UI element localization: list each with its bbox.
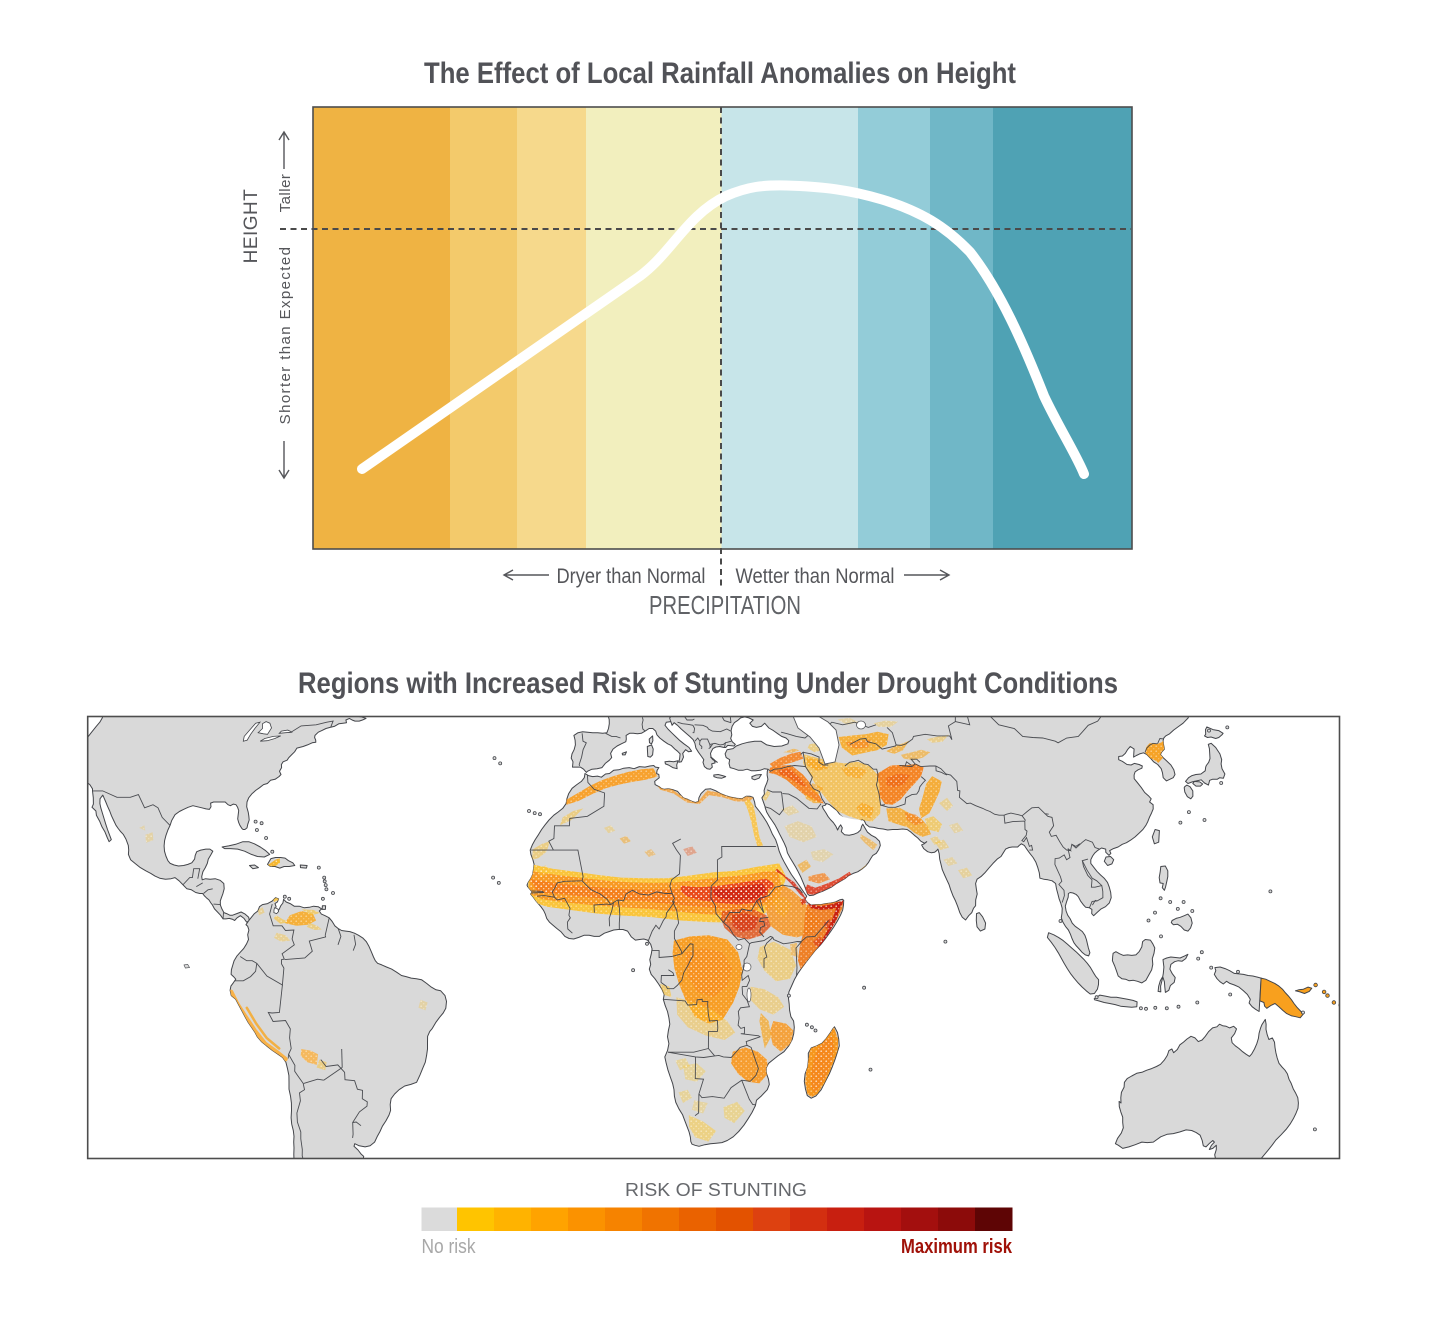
svg-text:PRECIPITATION: PRECIPITATION — [649, 590, 801, 620]
svg-text:HEIGHT: HEIGHT — [241, 189, 262, 264]
svg-text:No risk: No risk — [422, 1236, 477, 1258]
svg-text:Shorter than Expected: Shorter than Expected — [277, 246, 294, 425]
svg-text:Dryer than Normal: Dryer than Normal — [557, 565, 706, 588]
svg-text:Taller: Taller — [277, 174, 294, 213]
svg-text:The Effect of Local Rainfall A: The Effect of Local Rainfall Anomalies o… — [424, 57, 1016, 90]
svg-text:Wetter than Normal: Wetter than Normal — [736, 565, 895, 588]
svg-text:Maximum risk: Maximum risk — [901, 1236, 1013, 1258]
svg-text:RISK OF STUNTING: RISK OF STUNTING — [625, 1180, 807, 1200]
svg-text:Regions with Increased Risk of: Regions with Increased Risk of Stunting … — [298, 667, 1118, 700]
